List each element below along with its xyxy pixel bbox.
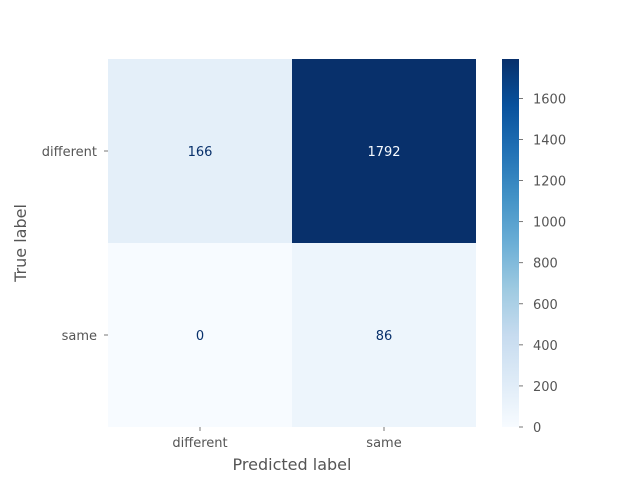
cell-value-labels: 166 1792 0 86 bbox=[188, 145, 401, 344]
x-axis-ticks: different same bbox=[172, 427, 402, 451]
x-tick-label: same bbox=[366, 436, 401, 451]
colorbar-tick-label: 1400 bbox=[533, 134, 566, 149]
heatmap-cell bbox=[108, 243, 292, 427]
y-tick-label: same bbox=[62, 329, 97, 344]
colorbar-tick-label: 400 bbox=[533, 339, 558, 354]
heatmap-cell bbox=[108, 59, 292, 243]
colorbar-tick-label: 0 bbox=[533, 421, 541, 436]
colorbar-ticks: 0 200 400 600 800 1000 1200 1400 1600 bbox=[519, 92, 566, 436]
x-tick-label: different bbox=[172, 436, 227, 451]
cell-value-label: 166 bbox=[188, 145, 213, 160]
x-axis-title: Predicted label bbox=[233, 455, 352, 474]
cell-value-label: 1792 bbox=[367, 145, 400, 160]
colorbar-tick-label: 1000 bbox=[533, 216, 566, 231]
colorbar bbox=[502, 59, 519, 427]
colorbar-tick-label: 200 bbox=[533, 380, 558, 395]
y-axis-title: True label bbox=[11, 204, 30, 283]
colorbar-tick-label: 1200 bbox=[533, 175, 566, 190]
cell-value-label: 86 bbox=[376, 329, 393, 344]
y-axis-ticks: different same bbox=[42, 145, 108, 344]
heatmap-cell bbox=[292, 243, 476, 427]
colorbar-tick-label: 600 bbox=[533, 298, 558, 313]
colorbar-tick-label: 1600 bbox=[533, 92, 566, 107]
colorbar-tick-label: 800 bbox=[533, 257, 558, 272]
y-tick-label: different bbox=[42, 145, 97, 160]
heatmap-cell bbox=[292, 59, 476, 243]
heatmap-cells bbox=[108, 59, 476, 427]
cell-value-label: 0 bbox=[196, 329, 204, 344]
